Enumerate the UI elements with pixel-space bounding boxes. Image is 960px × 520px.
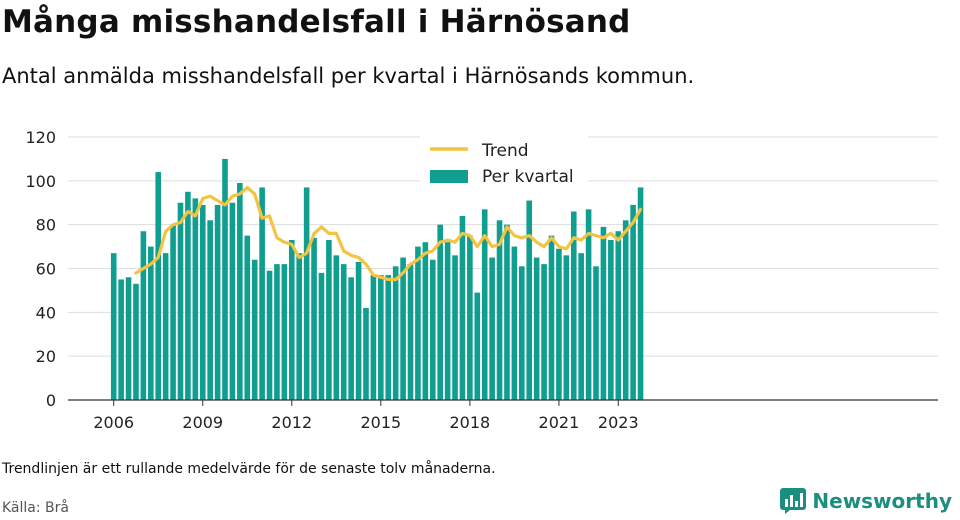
bar — [288, 240, 295, 400]
brand-logo[interactable]: Newsworthy — [780, 488, 952, 514]
bar — [148, 246, 154, 400]
y-tick-label: 0 — [46, 391, 56, 410]
bar — [251, 259, 258, 400]
bar — [311, 237, 317, 400]
bar — [170, 224, 176, 400]
bar — [133, 283, 139, 400]
x-tick-label: 2006 — [93, 413, 134, 432]
trend-line — [134, 185, 643, 282]
bar — [608, 240, 614, 400]
bar — [593, 266, 599, 400]
bar — [296, 253, 303, 400]
bar — [192, 198, 199, 400]
x-tick-label: 2015 — [360, 413, 401, 432]
bar — [229, 202, 236, 400]
bar — [222, 158, 228, 400]
bar — [392, 266, 399, 400]
bar — [281, 264, 288, 400]
bar — [548, 235, 555, 400]
bar — [459, 215, 466, 400]
bar — [511, 246, 518, 400]
bar — [162, 253, 169, 400]
bar — [244, 235, 251, 400]
bar — [600, 226, 607, 400]
bar — [125, 277, 132, 400]
bar — [489, 257, 495, 400]
y-tick-label: 20 — [36, 347, 56, 366]
bar — [630, 204, 636, 400]
bar — [578, 253, 584, 400]
bar — [556, 248, 562, 400]
bar — [385, 275, 392, 400]
bar — [155, 172, 162, 400]
bar — [429, 259, 436, 400]
bar — [348, 277, 354, 400]
x-tick-label: 2021 — [539, 413, 580, 432]
bar — [637, 187, 644, 400]
bar — [415, 246, 421, 400]
bar — [370, 275, 377, 400]
x-tick-label: 2012 — [271, 413, 312, 432]
bar — [214, 204, 221, 400]
bar — [496, 220, 503, 400]
bar — [422, 242, 429, 400]
bar — [237, 183, 243, 400]
footnote: Trendlinjen är ett rullande medelvärde f… — [2, 461, 496, 477]
bar — [400, 257, 406, 400]
bar — [333, 255, 340, 400]
bar — [303, 187, 310, 400]
bar — [452, 255, 458, 400]
bar — [110, 253, 117, 400]
bar — [199, 204, 206, 400]
brand-name: Newsworthy — [812, 489, 952, 513]
bar — [177, 202, 184, 400]
bar — [615, 231, 622, 400]
chart-area: 0 20 40 60 80 100 120 2006 2009 2012 2015 2018 2021 2… — [25, 128, 938, 432]
bar — [437, 224, 443, 400]
bar — [504, 224, 510, 400]
chart-subtitle: Antal anmälda misshandelsfall per kvarta… — [2, 64, 695, 88]
bar — [467, 235, 473, 400]
bar — [407, 264, 414, 400]
bar — [481, 209, 488, 400]
bar — [533, 257, 540, 400]
x-tick-label: 2009 — [182, 413, 223, 432]
y-tick-label: 40 — [36, 303, 56, 322]
bar — [563, 255, 570, 400]
bar-chart-icon — [780, 488, 807, 514]
bar — [474, 292, 481, 400]
legend-label-trend: Trend — [481, 141, 529, 161]
x-tick-label: 2018 — [450, 413, 491, 432]
bar — [274, 264, 280, 400]
bar — [519, 266, 525, 400]
y-tick-label: 60 — [36, 260, 56, 279]
bar — [444, 242, 451, 400]
source: Källa: Brå — [2, 500, 69, 516]
chart-title: Många misshandelsfall i Härnösand — [2, 4, 631, 40]
bar — [140, 231, 147, 400]
legend-swatch-bars — [430, 170, 468, 183]
bar — [622, 220, 629, 400]
bar — [318, 272, 325, 400]
bar — [570, 211, 577, 400]
y-tick-label: 120 — [25, 128, 56, 147]
bar — [118, 279, 124, 400]
bar — [326, 240, 332, 400]
bar — [541, 264, 547, 400]
bar — [207, 220, 213, 400]
bar — [266, 270, 273, 400]
bar — [340, 264, 347, 400]
bar — [355, 261, 362, 400]
y-tick-label: 80 — [36, 216, 56, 235]
bar — [585, 209, 592, 400]
bar — [526, 200, 533, 400]
legend-label-bars: Per kvartal — [482, 167, 574, 187]
bar — [378, 275, 384, 400]
bar — [259, 187, 265, 400]
x-tick-label: 2023 — [598, 413, 639, 432]
y-tick-label: 100 — [25, 172, 56, 191]
bar — [185, 191, 191, 400]
bar — [363, 307, 369, 400]
